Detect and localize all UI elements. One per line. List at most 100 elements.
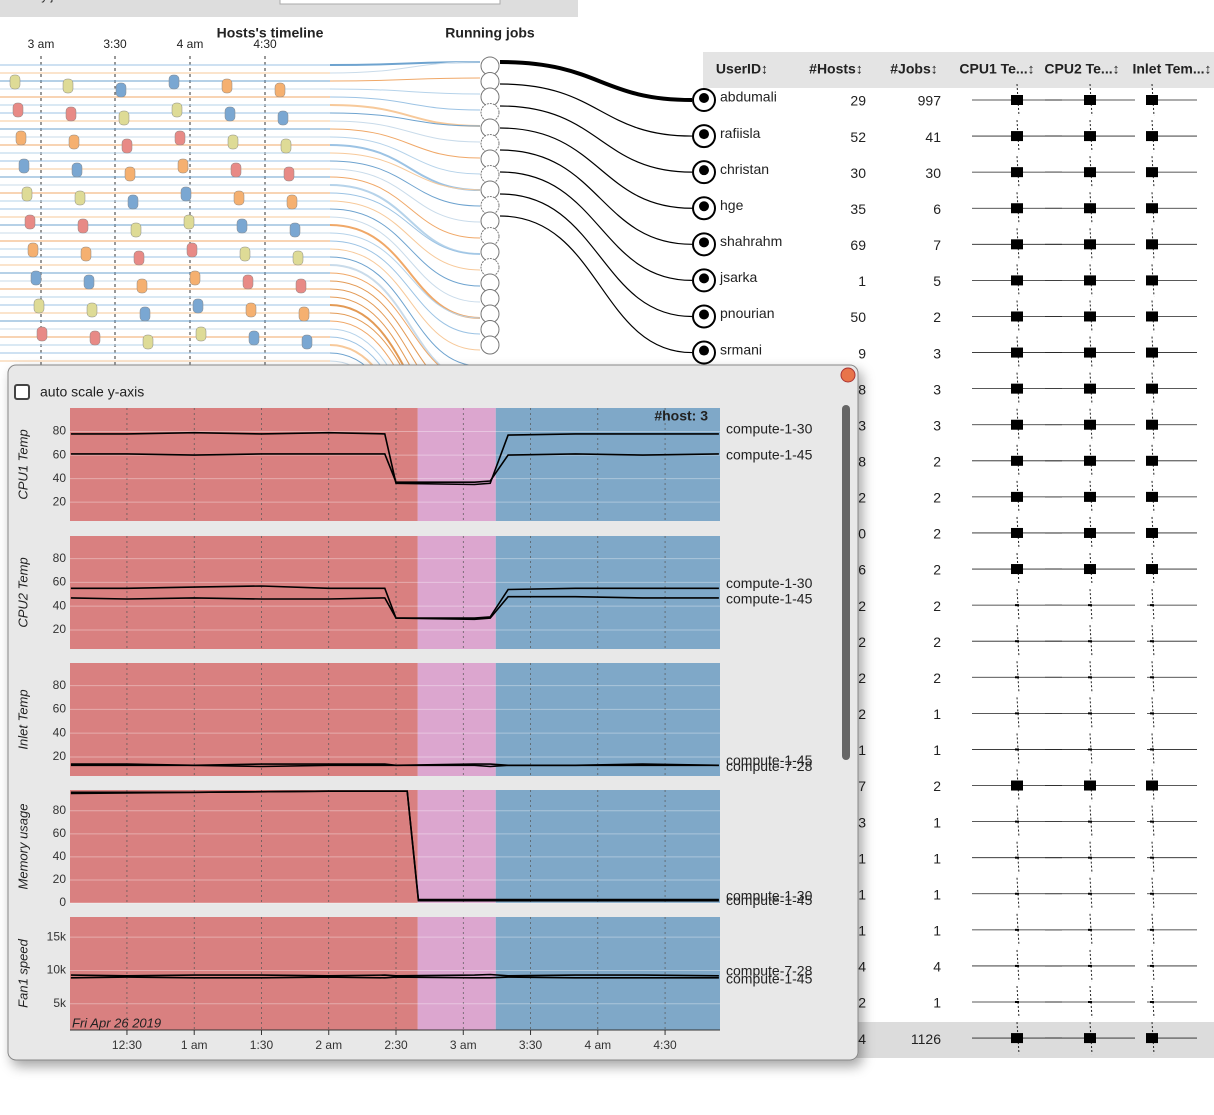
- jobs-cell: 3: [933, 345, 941, 361]
- job-link: [329, 192, 481, 255]
- jobs-cell: 6: [933, 201, 941, 217]
- y-tick-label: 80: [53, 551, 67, 565]
- column-header[interactable]: Inlet Tem...↕: [1132, 61, 1211, 77]
- column-header[interactable]: CPU1 Te...↕: [959, 61, 1034, 77]
- y-tick-label: 60: [53, 575, 67, 589]
- hosts-cell: 1: [858, 923, 866, 939]
- job-glyph: [174, 130, 186, 146]
- hosts-cell: 1: [858, 742, 866, 758]
- job-glyph: [180, 186, 192, 202]
- table: UserID↕ #Hosts↕ #Jobs↕ CPU1 Te...↕ CPU2 Te..…: [692, 61, 1212, 1055]
- job-glyph: [248, 330, 260, 346]
- select-box[interactable]: [279, 0, 501, 5]
- series-label: compute-7-28: [726, 758, 813, 774]
- user-icon-head: [699, 165, 709, 176]
- host-count: #host: 3: [654, 408, 708, 424]
- column-header[interactable]: UserID↕: [716, 61, 768, 77]
- user-link: [499, 105, 693, 173]
- job-glyph: [245, 302, 257, 318]
- running-title: Running jobs: [445, 25, 535, 41]
- jobs-cell: 30: [925, 165, 941, 181]
- box: [1150, 712, 1154, 715]
- box: [1084, 564, 1096, 575]
- job-glyph: [121, 138, 133, 154]
- y-axis-label: Fan1 speed: [15, 938, 30, 1007]
- job-link: [329, 77, 481, 82]
- hosts-cell: 2: [858, 490, 866, 506]
- close-button[interactable]: [840, 367, 856, 383]
- job-link: [329, 104, 481, 127]
- jobs-cell: 5: [933, 273, 941, 289]
- user-icon-head: [699, 273, 709, 284]
- job-glyph: [89, 330, 101, 346]
- time-label: 3:30: [103, 37, 127, 51]
- box: [1015, 856, 1019, 859]
- series-line: [70, 595, 719, 621]
- column-header[interactable]: #Jobs↕: [890, 61, 937, 77]
- series-label: compute-1-30: [726, 421, 813, 437]
- job-glyph: [115, 82, 127, 98]
- job-link: [329, 136, 481, 175]
- state-band: [495, 663, 720, 776]
- job-glyph: [295, 278, 307, 294]
- jobs-cell: 1: [933, 923, 941, 939]
- series-label: compute-1-30: [726, 575, 813, 591]
- box: [1088, 676, 1092, 679]
- jobs-cell: 2: [933, 309, 941, 325]
- job-glyph: [12, 102, 24, 118]
- job-glyph: [292, 250, 304, 266]
- job-link: [329, 248, 481, 351]
- job-glyph: [86, 302, 98, 318]
- box: [1146, 491, 1158, 502]
- y-tick-label: 40: [53, 725, 67, 739]
- hosts-cell: 1: [858, 273, 866, 289]
- job-link: [329, 208, 481, 287]
- job-glyph: [286, 194, 298, 210]
- box: [1150, 604, 1154, 607]
- user-link: [499, 193, 693, 318]
- job-glyph: [71, 162, 83, 178]
- box: [1146, 95, 1158, 105]
- time-label: 4:30: [253, 37, 277, 51]
- job-node: [480, 335, 500, 355]
- job-glyph: [171, 102, 183, 118]
- jobs-cell: 1126: [911, 1031, 941, 1047]
- x-tick-label: 2:30: [384, 1038, 408, 1052]
- job-glyph: [77, 218, 89, 234]
- job-link: [329, 168, 481, 223]
- column-header[interactable]: #Hosts↕: [809, 61, 863, 77]
- job-node: [480, 258, 500, 277]
- job-glyph: [274, 82, 286, 98]
- hosts-cell: 35: [850, 201, 866, 217]
- y-tick-label: 20: [53, 872, 67, 886]
- job-glyph: [124, 166, 136, 182]
- user-link: [499, 60, 693, 102]
- job-node: [480, 103, 500, 122]
- checkbox-label[interactable]: auto scale y-axis: [40, 384, 144, 400]
- hosts-cell: 1: [858, 850, 866, 866]
- box: [1088, 820, 1092, 823]
- job-glyph: [133, 250, 145, 266]
- job-glyph: [30, 270, 42, 286]
- hosts-cell: 2: [858, 995, 866, 1011]
- job-glyph: [242, 274, 254, 290]
- user-icon-head: [699, 201, 709, 212]
- box: [1146, 203, 1158, 214]
- box: [1150, 856, 1154, 859]
- box: [1084, 203, 1096, 214]
- hosts-cell: 30: [850, 165, 866, 181]
- job-link: [329, 120, 481, 143]
- y-tick-label: 10k: [47, 963, 67, 977]
- box: [1150, 640, 1154, 643]
- job-link: [329, 176, 481, 239]
- job-glyph: [177, 158, 189, 174]
- job-glyph: [236, 218, 248, 234]
- scrollbar[interactable]: [842, 405, 850, 760]
- series-label: compute-1-45: [726, 892, 813, 908]
- checkbox[interactable]: [14, 384, 30, 400]
- job-glyph: [168, 74, 180, 90]
- column-header[interactable]: CPU2 Te...↕: [1044, 61, 1119, 77]
- job-glyph: [221, 78, 233, 94]
- job-glyph: [65, 106, 77, 122]
- jobs-cell: 1: [933, 814, 941, 830]
